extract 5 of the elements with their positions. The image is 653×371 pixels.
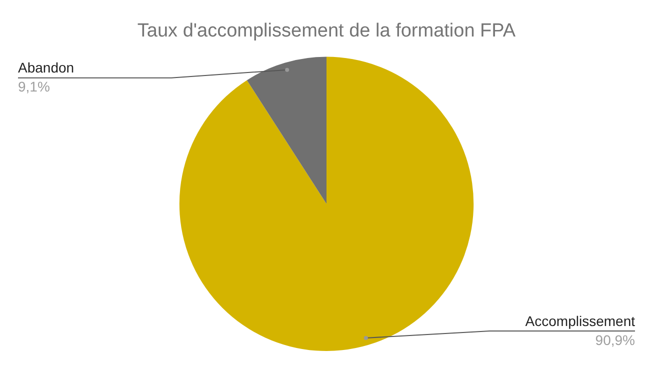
data-label: 9,1% [18, 78, 50, 95]
data-label: 90,9% [595, 332, 635, 348]
slice-label: Abandon [18, 60, 74, 76]
slice-label: Accomplissement [525, 312, 636, 329]
chart-title: Taux d'accomplissement de la formation FPA [137, 20, 516, 42]
